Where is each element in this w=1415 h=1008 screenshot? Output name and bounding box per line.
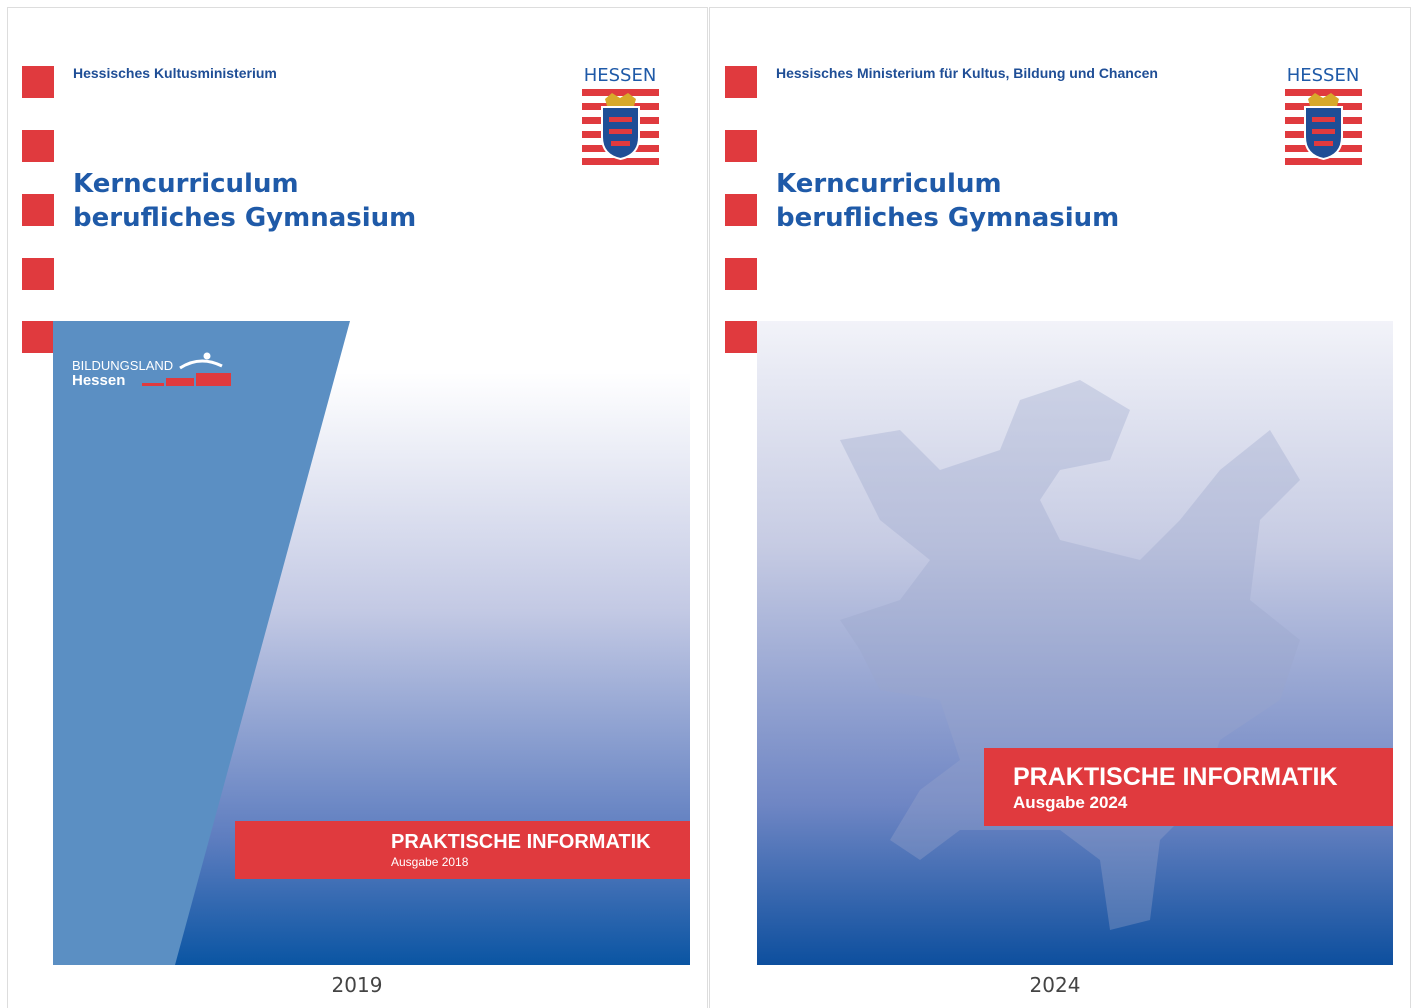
edition: Ausgabe 2024 — [1013, 793, 1128, 812]
caption: 2024 — [1030, 973, 1081, 997]
brand-line: Hessen — [72, 372, 125, 389]
ministry: Hessisches Ministerium für Kultus, Bildu… — [776, 65, 1158, 81]
page: {"covers": [ {"ministry": "Hessisches Ku… — [0, 0, 1415, 1008]
coat-of-arms — [582, 89, 659, 165]
title-line: Kerncurriculum — [776, 169, 1002, 199]
edition: Ausgabe 2018 — [391, 855, 469, 869]
title-line: berufliches Gymnasium — [73, 203, 416, 233]
brand-figure — [204, 353, 211, 360]
title-line: berufliches Gymnasium — [776, 203, 1119, 233]
title-line: Kerncurriculum — [73, 169, 299, 199]
subject: PRAKTISCHE INFORMATIK — [391, 831, 651, 853]
comparison: Hessisches Kultusministerium HESSEN Kern… — [0, 0, 1415, 1008]
caption: 2019 — [332, 973, 383, 997]
state-label: HESSEN — [1287, 65, 1360, 86]
ministry: Hessisches Kultusministerium — [73, 65, 277, 81]
subject: PRAKTISCHE INFORMATIK — [1013, 763, 1338, 791]
state-label: HESSEN — [584, 65, 657, 86]
brand-line: BILDUNGSLAND — [72, 358, 173, 373]
coat-of-arms — [1285, 89, 1362, 165]
